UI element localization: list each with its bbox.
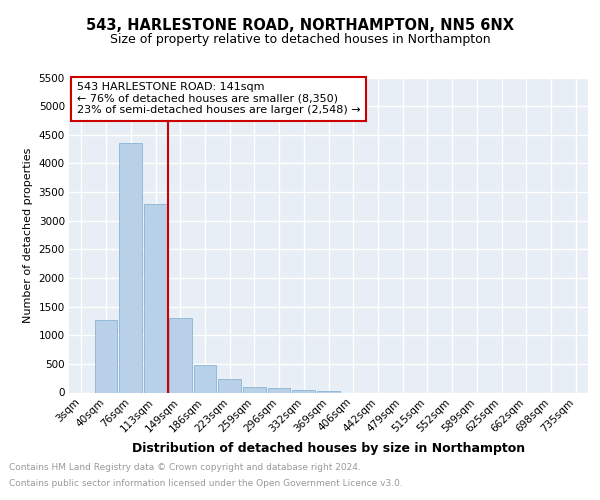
X-axis label: Distribution of detached houses by size in Northampton: Distribution of detached houses by size … — [132, 442, 525, 455]
Text: Contains public sector information licensed under the Open Government Licence v3: Contains public sector information licen… — [9, 479, 403, 488]
Text: Contains HM Land Registry data © Crown copyright and database right 2024.: Contains HM Land Registry data © Crown c… — [9, 462, 361, 471]
Bar — [292, 390, 315, 392]
Text: Size of property relative to detached houses in Northampton: Size of property relative to detached ho… — [110, 32, 490, 46]
Bar — [243, 388, 266, 392]
Bar — [119, 144, 142, 392]
Bar — [317, 391, 340, 392]
Bar — [218, 379, 241, 392]
Y-axis label: Number of detached properties: Number of detached properties — [23, 148, 33, 322]
Bar — [95, 320, 118, 392]
Bar — [169, 318, 191, 392]
Bar — [268, 388, 290, 392]
Text: 543 HARLESTONE ROAD: 141sqm
← 76% of detached houses are smaller (8,350)
23% of : 543 HARLESTONE ROAD: 141sqm ← 76% of det… — [77, 82, 361, 116]
Text: 543, HARLESTONE ROAD, NORTHAMPTON, NN5 6NX: 543, HARLESTONE ROAD, NORTHAMPTON, NN5 6… — [86, 18, 514, 32]
Bar — [144, 204, 167, 392]
Bar — [194, 365, 216, 392]
